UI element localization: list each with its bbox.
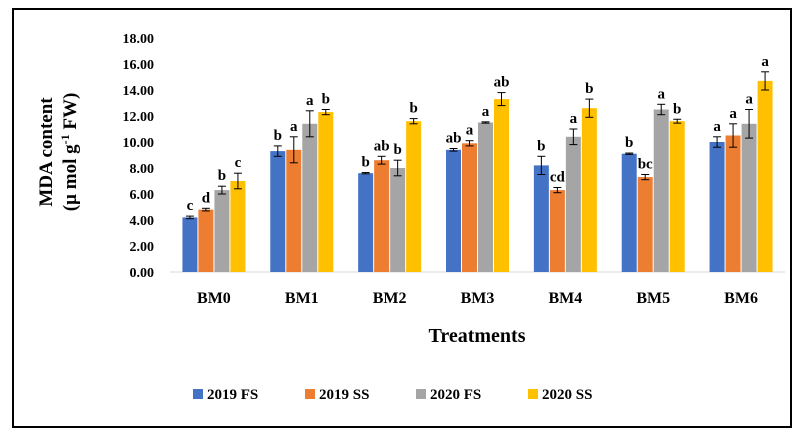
bar — [318, 112, 334, 272]
y-axis-label: MDA content (µ mol g-1 FW) — [36, 93, 81, 212]
y-axis-label-superscript: -1 — [58, 134, 72, 144]
x-axis-label: Treatments — [428, 325, 525, 347]
significance-letter: b — [409, 101, 417, 117]
category-label: BM4 — [548, 290, 582, 307]
significance-letter: a — [713, 119, 721, 135]
bar — [302, 123, 318, 272]
legend-label: 2020 FS — [430, 387, 481, 403]
category-labels: BM0 BM1 BM2 BM3 BM4 BM5 BM6 — [197, 290, 758, 307]
significance-letter: ab — [494, 75, 510, 91]
bar — [478, 122, 493, 272]
significance-letter: b — [625, 135, 633, 151]
y-tick-label: 14.00 — [123, 84, 155, 99]
bar — [390, 168, 406, 272]
legend-swatch — [193, 389, 203, 399]
category-label: BM3 — [461, 290, 495, 307]
bar — [757, 80, 773, 273]
bar — [446, 149, 461, 272]
significance-letter: c — [187, 198, 194, 214]
significance-letter: b — [393, 142, 401, 158]
legend-swatch — [416, 389, 426, 399]
y-tick-label: 12.00 — [123, 110, 155, 125]
significance-letter: b — [218, 168, 226, 184]
y-tick-label: 0.00 — [130, 266, 155, 281]
bar — [286, 149, 302, 272]
y-tick-label: 18.00 — [123, 32, 155, 47]
significance-letter: ab — [374, 138, 390, 154]
bar — [669, 121, 685, 272]
bar — [565, 136, 581, 272]
bar — [182, 217, 198, 272]
significance-letter: a — [306, 93, 314, 109]
significance-letter: bc — [638, 157, 653, 173]
legend-label: 2019 SS — [319, 387, 369, 403]
bar — [230, 181, 246, 272]
category-label: BM2 — [373, 290, 407, 307]
y-tick-label: 16.00 — [123, 58, 155, 73]
significance-letter: a — [570, 111, 578, 127]
significance-letter: a — [729, 106, 737, 122]
significance-letter: c — [235, 155, 242, 171]
bar — [621, 153, 637, 272]
significance-letter: b — [322, 92, 330, 108]
y-axis-label-line1: MDA content — [36, 97, 57, 207]
significance-letter: b — [585, 81, 593, 97]
bar — [270, 151, 286, 272]
significance-letter: a — [657, 86, 665, 102]
y-tick-label: 2.00 — [130, 240, 155, 255]
y-axis-label-unit-suffix: FW) — [60, 93, 81, 135]
legend-swatch — [528, 389, 538, 399]
significance-letter: d — [202, 190, 211, 206]
bar — [374, 160, 390, 272]
category-label: BM0 — [197, 290, 231, 307]
significance-letter: b — [361, 155, 369, 171]
bar — [549, 190, 565, 272]
bar — [709, 142, 725, 272]
significance-letter: a — [290, 119, 298, 135]
bar — [214, 190, 230, 272]
significance-letter: b — [537, 138, 545, 154]
y-tick-label: 4.00 — [130, 214, 155, 229]
significance-letter: a — [466, 123, 474, 139]
bar — [462, 143, 477, 272]
y-axis-label-unit: (µ mol g — [60, 144, 81, 211]
legend-label: 2020 SS — [542, 387, 592, 403]
category-label: BM5 — [636, 290, 670, 307]
significance-letter: a — [482, 104, 490, 120]
y-tick-label: 6.00 — [130, 188, 155, 203]
y-axis-label-line2: (µ mol g-1 FW) — [58, 93, 81, 212]
legend-swatch — [305, 389, 315, 399]
y-tick-labels: 0.00 2.00 4.00 6.00 8.00 10.00 12.00 14.00 16.00… — [123, 32, 155, 281]
bar — [358, 173, 374, 272]
category-label: BM6 — [724, 290, 758, 307]
bar — [533, 165, 549, 272]
bar — [581, 108, 597, 272]
significance-letter: cd — [550, 170, 566, 186]
significance-letter: b — [673, 101, 681, 117]
bar — [637, 177, 653, 272]
y-tick-label: 10.00 — [123, 136, 155, 151]
bar — [725, 135, 741, 272]
bar — [198, 209, 214, 272]
significance-letter: ab — [446, 131, 462, 147]
significance-letter: a — [745, 92, 753, 108]
bars — [182, 80, 773, 273]
bar — [494, 99, 509, 272]
bar — [741, 123, 757, 272]
legend: 2019 FS 2019 SS 2020 FS 2020 SS — [193, 387, 592, 403]
significance-letter: a — [761, 54, 769, 70]
bar — [406, 121, 422, 272]
y-tick-label: 8.00 — [130, 162, 155, 177]
error-bars — [185, 71, 770, 220]
category-label: BM1 — [285, 290, 319, 307]
significance-letter: b — [274, 128, 282, 144]
bar — [653, 109, 669, 272]
legend-label: 2019 FS — [207, 387, 258, 403]
